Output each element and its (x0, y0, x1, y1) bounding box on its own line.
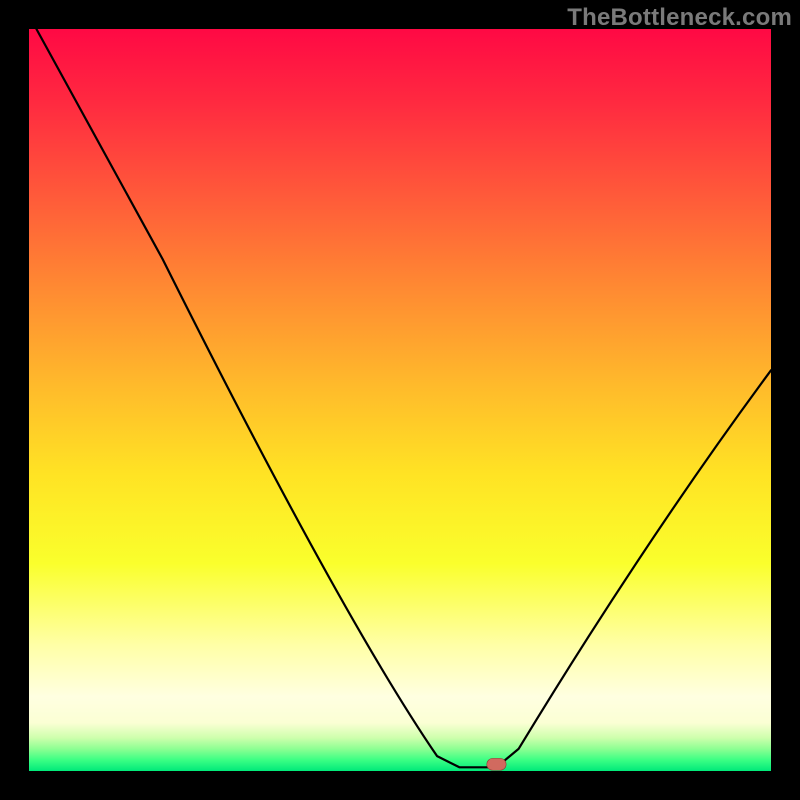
bottleneck-chart (0, 0, 800, 800)
plot-area (29, 29, 771, 771)
watermark-text: TheBottleneck.com (567, 4, 792, 32)
chart-container: TheBottleneck.com (0, 0, 800, 800)
trough-marker (487, 758, 506, 770)
